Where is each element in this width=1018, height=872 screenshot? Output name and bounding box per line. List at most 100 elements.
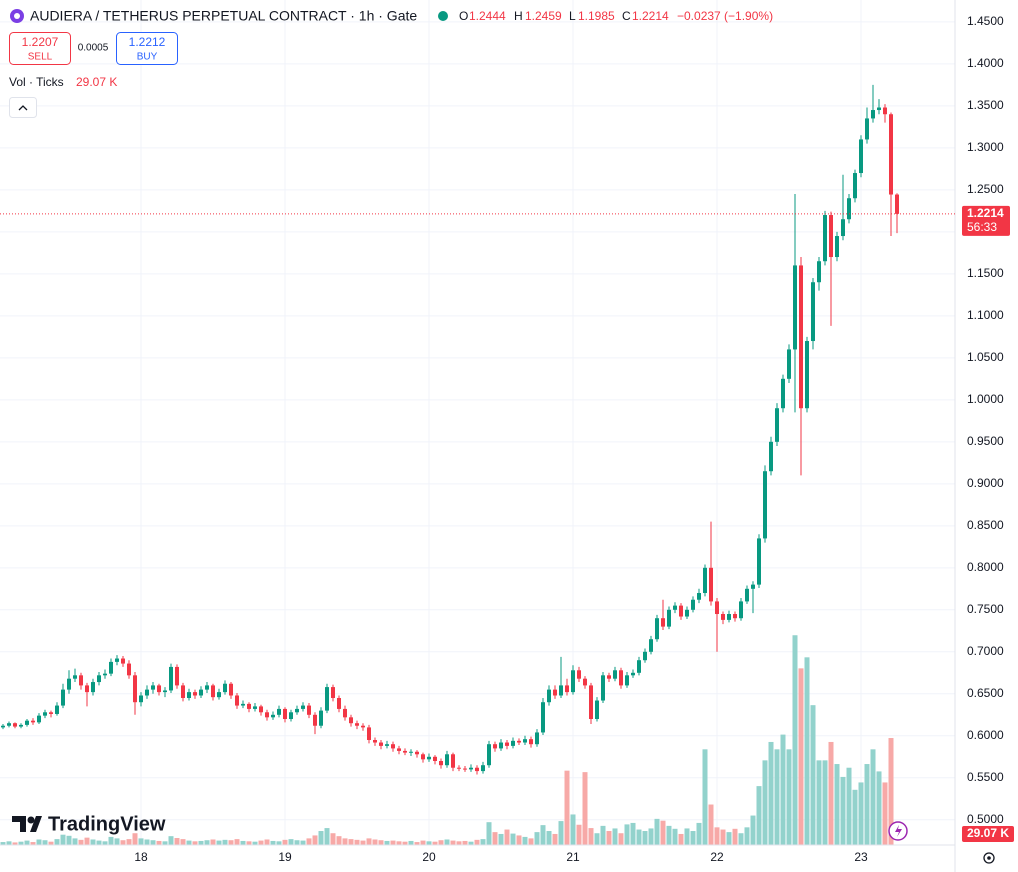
candle-body (301, 705, 305, 709)
candle-body (7, 723, 11, 726)
volume-bar (780, 734, 786, 845)
buy-button[interactable] (116, 32, 178, 65)
candle-body (79, 675, 83, 686)
volume-bar (516, 835, 522, 845)
candle-body (619, 670, 623, 686)
candle-body (265, 712, 269, 718)
volume-bar (186, 840, 192, 845)
volume-bar (426, 841, 432, 845)
candle-body (571, 670, 575, 693)
volume-bar (546, 831, 552, 845)
volume-bar (690, 831, 696, 845)
volume-bar (294, 840, 300, 845)
candle-body (529, 739, 533, 745)
volume-bar (570, 814, 576, 845)
y-tick-label: 0.9000 (967, 476, 1004, 490)
volume-bar (30, 842, 36, 845)
settings-icon (987, 856, 991, 860)
volume-bar (762, 760, 768, 845)
volume-bar (774, 749, 780, 845)
candle-body (865, 118, 869, 140)
candle-body (745, 588, 749, 602)
x-tick-label: 23 (854, 850, 868, 864)
brand: TradingView (12, 813, 166, 835)
volume-tag (962, 826, 1014, 842)
volume-bar (246, 841, 252, 845)
candle-body (601, 675, 605, 701)
last-price-tag (962, 205, 1010, 236)
candle-body (871, 110, 875, 119)
volume-layer (0, 635, 894, 845)
volume-bar (198, 840, 204, 845)
legend-change: −0.0237 (−1.90%) (677, 9, 773, 23)
x-tick-label: 22 (710, 850, 724, 864)
volume-bar (234, 839, 240, 845)
volume-bar (48, 841, 54, 845)
candle-body (451, 754, 455, 768)
candle-body (295, 708, 299, 713)
candle-body (445, 754, 449, 766)
volume-bar (600, 825, 606, 845)
volume-bar (834, 764, 840, 845)
sell-button[interactable] (9, 32, 71, 65)
chart-title[interactable]: AUDIERA / TETHERUS PERPETUAL CONTRACT · … (30, 8, 417, 24)
volume-bar (714, 827, 720, 845)
candle-body (895, 194, 899, 214)
volume-bar (288, 839, 294, 845)
candle-body (355, 723, 359, 726)
candle-body (643, 651, 647, 661)
candle-body (175, 666, 179, 686)
volume-bar (324, 828, 330, 845)
candle-body (115, 658, 119, 662)
y-tick-label: 0.7500 (967, 602, 1004, 616)
volume-bar (174, 838, 180, 845)
settings-button[interactable] (983, 852, 995, 864)
volume-bar (888, 738, 894, 845)
market-status[interactable] (438, 11, 448, 21)
volume-bar (624, 824, 630, 845)
y-tick-label: 0.6500 (967, 686, 1004, 700)
volume-bar (204, 840, 210, 845)
volume-bar (786, 749, 792, 845)
volume-bar (378, 840, 384, 845)
candle-body (823, 215, 827, 262)
candle-body (817, 261, 821, 283)
volume-bar (564, 770, 570, 845)
volume-tag-label: 29.07 K (967, 826, 1009, 840)
volume-bar (330, 833, 336, 845)
collapse-button[interactable] (9, 97, 37, 118)
candle-body (583, 678, 587, 686)
candle-body (367, 727, 371, 741)
alert-icon (895, 825, 902, 837)
candle-body (589, 685, 593, 720)
volume-bar (840, 776, 846, 845)
candle-body (277, 708, 281, 715)
trade-panel: 1.2207 SELL 0.0005 1.2212 BUY (9, 32, 178, 65)
candle-body (259, 706, 263, 713)
volume-bar (744, 827, 750, 845)
candle-body (757, 538, 761, 585)
volume-bar (672, 828, 678, 845)
candle-body (403, 750, 407, 753)
volume-bar (6, 841, 12, 845)
volume-bar (498, 833, 504, 845)
buy-price: 1.2212 (129, 35, 166, 49)
candle-body (229, 683, 233, 696)
buy-label: BUY (137, 52, 158, 63)
brand-name: TradingView (48, 813, 166, 835)
volume-bar (210, 839, 216, 845)
candle-body (169, 666, 173, 691)
volume-bar (504, 829, 510, 845)
candle-body (739, 601, 743, 619)
volume-bar (108, 836, 114, 845)
volume-bar (852, 789, 858, 845)
candle-body (709, 567, 713, 602)
volume-bar (156, 840, 162, 845)
volume-bar (384, 840, 390, 845)
x-tick-label: 19 (278, 850, 292, 864)
volume-bar (462, 840, 468, 845)
candle-body (715, 601, 719, 615)
candle-body (55, 705, 59, 714)
candle-body (37, 715, 41, 723)
